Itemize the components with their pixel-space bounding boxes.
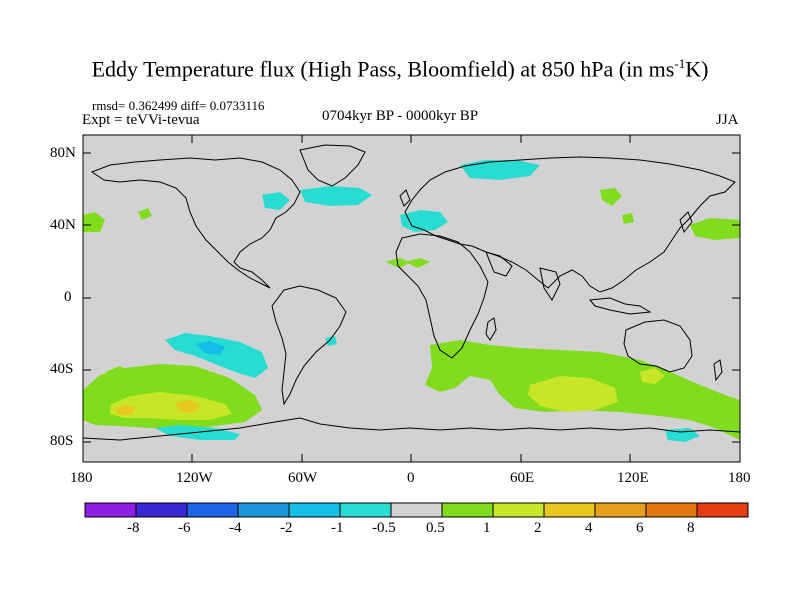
coastline-north-america: [90, 157, 301, 289]
anomaly-positive: [105, 366, 132, 380]
plot-title: Eddy Temperature flux (High Pass, Bloomf…: [91, 56, 709, 82]
colorbar-swatch: [594, 502, 647, 518]
colorbar-swatch: [543, 502, 596, 518]
coastline-greenland: [299, 144, 366, 187]
lon-label-180e: 180: [728, 470, 751, 486]
anomaly-positive: [640, 368, 665, 384]
colorbar-label: -0.5: [372, 520, 396, 536]
colorbar-swatch: [645, 502, 698, 518]
coastline-indonesia: [589, 297, 652, 315]
anomaly-negative: [460, 160, 540, 180]
coastlines: [83, 144, 740, 441]
anomaly-positive: [175, 400, 200, 412]
anomaly-positive: [690, 218, 740, 240]
colorbar-label: 0.5: [426, 520, 445, 536]
colorbar-label: -8: [127, 520, 140, 536]
lat-label-80s: 80S: [50, 433, 74, 449]
lon-label-120e: 120E: [617, 470, 649, 486]
anomaly-positive: [405, 258, 430, 268]
lat-label-80n: 80N: [50, 145, 76, 161]
coastline-new-zealand: [713, 359, 723, 382]
colorbar-swatch: [288, 502, 341, 518]
anomaly-positive: [128, 370, 136, 377]
axis-ticks: [83, 135, 740, 462]
colorbar: [84, 502, 749, 518]
anomaly-positive: [600, 188, 622, 206]
coastline-india: [539, 267, 561, 301]
coastline-madagascar: [485, 317, 497, 341]
colorbar-swatch: [186, 502, 239, 518]
lat-label-0: 0: [64, 289, 72, 305]
colorbar-label: -2: [280, 520, 293, 536]
lon-label-180w: 180: [70, 470, 93, 486]
anomaly-negative: [300, 186, 372, 206]
coastline-arabia: [485, 251, 513, 277]
flux-field: [83, 160, 740, 442]
experiment-label: Expt = teVVi-tevua: [82, 112, 200, 128]
anomaly-positive: [83, 212, 105, 232]
colorbar-label: 8: [687, 520, 695, 536]
lon-label-60w: 60W: [288, 470, 318, 486]
colorbar-label: 6: [636, 520, 644, 536]
colorbar-label: -4: [229, 520, 242, 536]
colorbar-label: -1: [331, 520, 344, 536]
colorbar-label: -6: [178, 520, 191, 536]
colorbar-swatch: [135, 502, 188, 518]
coastline-australia: [623, 319, 693, 373]
anomaly-negative: [325, 336, 337, 346]
coastline-uk: [399, 189, 411, 207]
colorbar-swatch: [237, 502, 290, 518]
colorbar-label: 2: [534, 520, 542, 536]
anomaly-negative: [195, 341, 225, 355]
lat-label-40s: 40S: [50, 361, 74, 377]
anomaly-positive: [528, 376, 618, 412]
lon-label-0: 0: [407, 470, 415, 486]
anomaly-positive: [115, 405, 135, 415]
anomaly-positive: [110, 392, 232, 420]
colorbar-label: 1: [483, 520, 491, 536]
anomaly-positive: [138, 208, 152, 220]
colorbar-swatch: [696, 502, 749, 518]
coastline-antarctica: [83, 417, 740, 441]
colorbar-swatch: [84, 502, 137, 518]
coastline-japan: [679, 211, 693, 234]
colorbar-label: 4: [585, 520, 593, 536]
colorbar-swatch: [339, 502, 392, 518]
anomaly-negative: [262, 192, 290, 210]
lon-label-120w: 120W: [176, 470, 213, 486]
period-label: 0704kyr BP - 0000kyr BP: [322, 108, 479, 124]
coastline-africa: [395, 233, 489, 359]
anomaly-negative: [165, 333, 268, 378]
stats-label: rmsd= 0.362499 diff= 0.0733116: [92, 98, 265, 113]
coastline-south-america: [271, 285, 347, 406]
colorbar-swatch: [492, 502, 545, 518]
season-label: JJA: [716, 112, 739, 128]
lon-label-60e: 60E: [510, 470, 535, 486]
colorbar-swatch: [441, 502, 494, 518]
anomaly-positive: [622, 213, 634, 224]
lat-label-40n: 40N: [50, 217, 76, 233]
colorbar-swatch: [390, 502, 443, 518]
